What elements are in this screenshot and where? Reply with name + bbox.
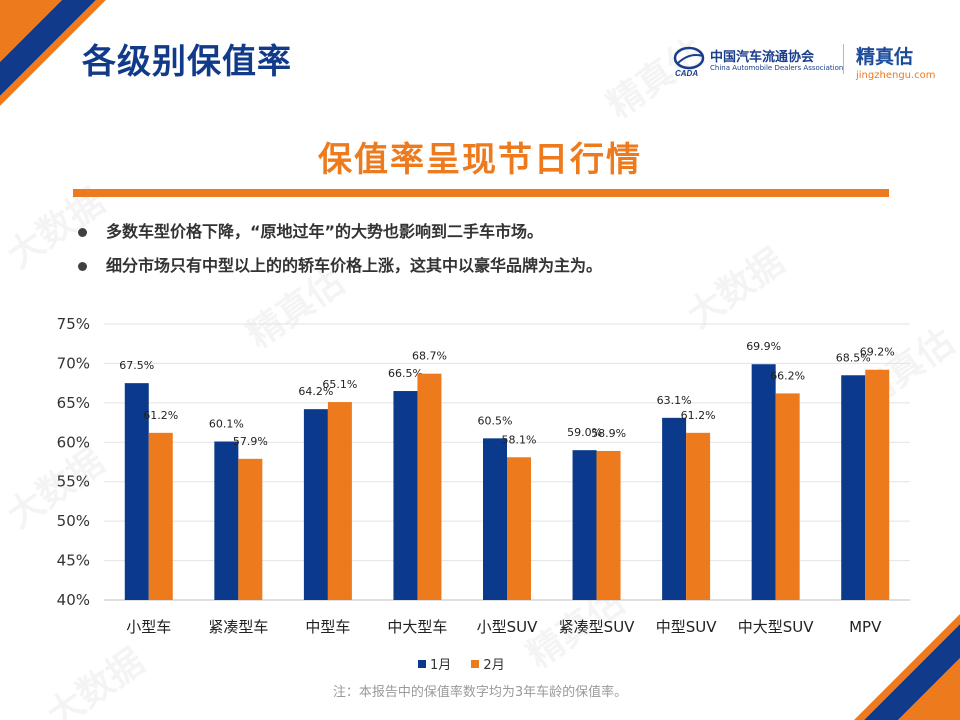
bar-feb <box>865 369 890 600</box>
bullet-text: 细分市场只有中型以上的的轿车价格上涨，这其中以豪华品牌为主为。 <box>106 256 603 275</box>
x-category-label: 小型车 <box>126 618 171 636</box>
data-label: 63.1% <box>657 394 692 407</box>
bar-jan <box>214 441 239 600</box>
residual-value-bar-chart: 40% 45% 50% 55% 60% 65% 70% 75% 67.5% 61.2% 小型车 60.… <box>57 315 910 636</box>
bar-jan <box>124 383 149 600</box>
data-label: 58.9% <box>591 427 626 440</box>
y-tick-label: 70% <box>57 354 90 372</box>
data-label: 58.1% <box>502 433 537 446</box>
section-subtitle: 保值率呈现节日行情 <box>318 140 642 180</box>
data-label: 59.0% <box>567 426 602 439</box>
data-label: 69.2% <box>860 346 895 359</box>
cada-badge: CADA <box>675 69 698 78</box>
footnote: 注：本报告中的保值率数字均为3年车龄的保值率。 <box>332 685 628 700</box>
y-tick-label: 50% <box>57 512 90 530</box>
data-label: 66.5% <box>388 367 423 380</box>
y-tick-label: 55% <box>57 473 90 491</box>
data-label: 68.5% <box>836 351 871 364</box>
bar-feb <box>686 432 711 600</box>
bullet-item: 多数车型价格下降，“原地过年”的大势也影响到二手车市场。 <box>76 220 602 254</box>
data-label: 69.9% <box>746 340 781 353</box>
page-title: 各级别保值率 <box>82 42 292 82</box>
legend-swatch-feb <box>471 660 480 668</box>
legend-item-jan: 1月 <box>418 654 451 673</box>
x-category-label: 中大型SUV <box>738 618 815 636</box>
bar-jan <box>572 450 597 600</box>
bar-feb <box>238 458 263 600</box>
bullet-list: 多数车型价格下降，“原地过年”的大势也影响到二手车市场。 细分市场只有中型以上的… <box>76 220 602 288</box>
bar-feb <box>417 373 442 600</box>
bar-feb <box>148 432 173 600</box>
data-label: 60.5% <box>478 414 513 427</box>
bar-feb <box>327 402 352 600</box>
data-label: 60.1% <box>209 417 244 430</box>
x-category-label: 紧凑型车 <box>208 618 268 636</box>
subtitle-underline <box>73 189 889 197</box>
x-category-label: 中大型车 <box>387 618 447 636</box>
bar-jan <box>393 391 418 600</box>
bar-jan <box>662 417 687 600</box>
cada-name: 中国汽车流通协会 <box>710 50 815 65</box>
cada-english-name: China Automobile Dealers Association <box>710 64 844 72</box>
legend-swatch-jan <box>418 660 426 668</box>
chart-legend: 1月 2月 <box>418 654 521 673</box>
data-label: 67.5% <box>119 359 154 372</box>
jzg-logo: 精真估 jingzhengu.com <box>856 42 936 81</box>
y-tick-label: 65% <box>57 394 90 412</box>
data-label: 61.2% <box>143 409 178 422</box>
data-label: 64.2% <box>298 385 333 398</box>
bar-jan <box>303 409 328 600</box>
y-tick-label: 75% <box>57 315 90 333</box>
y-tick-label: 45% <box>57 552 90 570</box>
bar-jan <box>841 375 866 600</box>
jzg-url: jingzhengu.com <box>856 70 936 81</box>
cada-logo: CADA 中国汽车流通协会 China Automobile Dealers A… <box>672 42 843 82</box>
x-category-label: 中型车 <box>305 618 350 636</box>
bullet-text: 多数车型价格下降，“原地过年”的大势也影响到二手车市场。 <box>106 222 544 241</box>
bullet-item: 细分市场只有中型以上的的轿车价格上涨，这其中以豪华品牌为主为。 <box>76 254 602 288</box>
x-category-label: 中型SUV <box>656 618 718 636</box>
bullet-dot-icon <box>78 228 87 237</box>
data-label: 66.2% <box>770 369 805 382</box>
data-label: 65.1% <box>322 378 357 391</box>
x-category-label: MPV <box>849 618 882 636</box>
legend-label-feb: 2月 <box>483 658 505 673</box>
data-label: 57.9% <box>233 435 268 448</box>
data-label: 68.7% <box>412 350 447 363</box>
bar-feb <box>596 450 621 600</box>
legend-item-feb: 2月 <box>471 654 505 673</box>
data-label: 61.2% <box>681 409 716 422</box>
bar-feb <box>775 393 800 600</box>
jzg-name: 精真估 <box>856 46 914 68</box>
bar-feb <box>507 457 531 600</box>
x-category-label: 紧凑型SUV <box>559 618 636 636</box>
legend-label-jan: 1月 <box>430 658 452 673</box>
cada-globe-icon: CADA <box>673 46 705 78</box>
logo-divider <box>843 44 844 74</box>
y-tick-label: 40% <box>57 591 90 609</box>
bullet-dot-icon <box>78 262 87 271</box>
bar-jan <box>483 438 507 600</box>
y-tick-label: 60% <box>57 433 90 451</box>
bar-jan <box>751 364 776 600</box>
x-category-label: 小型SUV <box>477 618 539 636</box>
